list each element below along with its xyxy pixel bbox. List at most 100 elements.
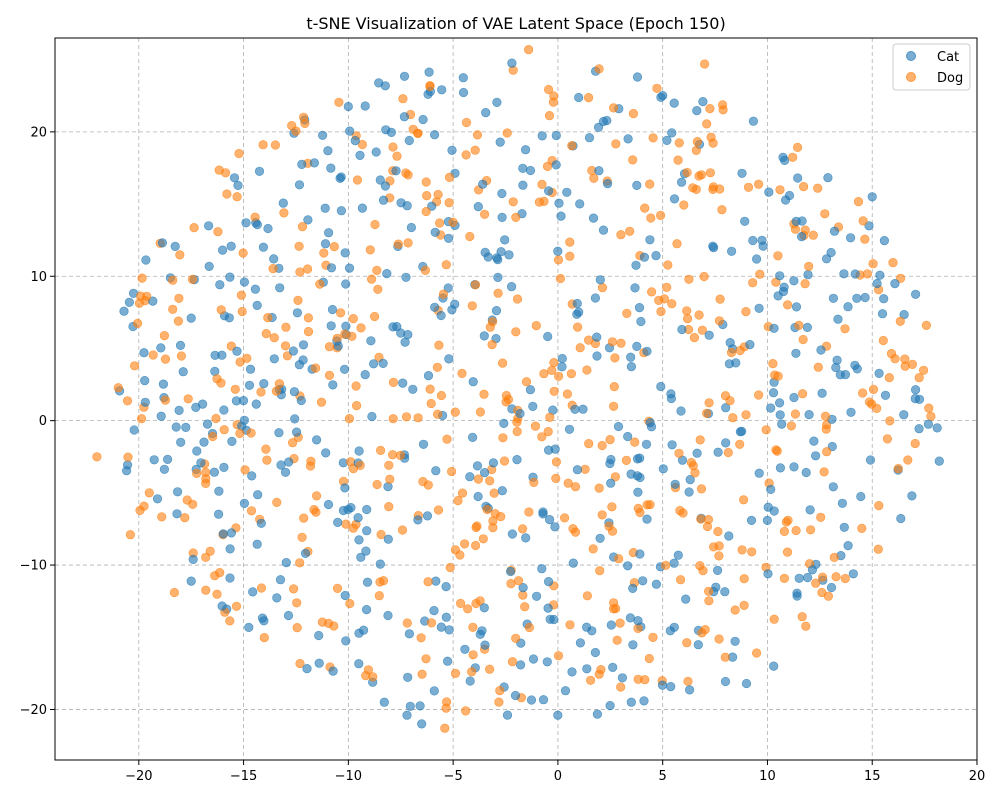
data-point-cat <box>666 681 676 692</box>
data-point-dog <box>753 390 764 400</box>
data-point-dog <box>306 456 316 466</box>
y-tick-label: 20 <box>30 125 47 140</box>
data-point-dog <box>597 510 607 520</box>
data-point-dog <box>214 165 224 175</box>
data-point-dog <box>673 155 683 165</box>
data-point-cat <box>361 546 371 556</box>
data-point-dog <box>820 209 830 219</box>
data-point-cat <box>741 678 752 689</box>
data-point-dog <box>352 175 363 185</box>
data-point-cat <box>300 548 311 559</box>
data-point-cat <box>323 499 334 510</box>
data-point-dog <box>398 94 408 104</box>
data-point-cat <box>441 581 451 592</box>
data-point-dog <box>648 133 658 143</box>
data-point-dog <box>708 138 718 148</box>
data-point-cat <box>623 134 633 144</box>
data-point-cat <box>399 71 410 81</box>
data-point-dog <box>607 337 618 347</box>
data-point-cat <box>899 410 909 420</box>
data-point-cat <box>880 390 891 400</box>
data-point-dog <box>258 140 268 150</box>
data-point-dog <box>886 349 897 359</box>
data-point-dog <box>423 480 433 490</box>
data-point-cat <box>314 658 324 668</box>
data-point-cat <box>357 203 368 213</box>
data-point-dog <box>133 318 143 329</box>
data-point-dog <box>695 435 705 445</box>
data-point-dog <box>640 203 650 213</box>
data-point-cat <box>378 195 389 205</box>
data-point-cat <box>572 465 583 475</box>
data-point-dog <box>496 511 506 522</box>
data-point-dog <box>537 432 547 442</box>
data-point-dog <box>699 271 709 282</box>
data-point-cat <box>713 447 723 457</box>
data-point-dog <box>421 654 431 664</box>
data-point-dog <box>594 483 604 493</box>
data-point-dog <box>893 464 903 474</box>
data-point-dog <box>582 591 593 601</box>
data-point-dog <box>580 464 590 474</box>
data-point-dog <box>288 438 298 448</box>
data-point-dog <box>173 316 183 326</box>
data-point-dog <box>461 150 471 160</box>
data-point-cat <box>623 561 633 571</box>
data-point-cat <box>791 348 801 358</box>
data-point-dog <box>817 572 828 582</box>
data-point-cat <box>253 490 263 500</box>
data-point-dog <box>370 219 380 230</box>
data-point-dog <box>872 403 882 414</box>
data-point-cat <box>289 387 300 397</box>
data-point-dog <box>895 316 905 326</box>
data-point-cat <box>497 188 507 199</box>
data-point-cat <box>430 227 440 237</box>
data-point-cat <box>340 248 350 258</box>
data-point-dog <box>674 138 684 148</box>
data-point-cat <box>801 467 811 478</box>
data-point-cat <box>241 218 251 228</box>
data-point-cat <box>354 446 364 456</box>
data-point-cat <box>581 622 592 632</box>
data-point-dog <box>605 435 615 445</box>
data-point-cat <box>231 396 241 406</box>
data-point-dog <box>219 425 229 435</box>
data-point-cat <box>521 533 531 543</box>
data-point-cat <box>173 487 183 497</box>
data-point-dog <box>895 273 906 283</box>
data-point-dog <box>625 226 635 236</box>
data-point-cat <box>864 221 874 231</box>
data-point-cat <box>408 384 418 394</box>
data-point-cat <box>362 577 373 587</box>
data-point-dog <box>739 600 749 611</box>
data-point-cat <box>422 511 433 521</box>
data-point-dog <box>384 460 394 470</box>
data-point-dog <box>356 323 366 333</box>
data-point-cat <box>802 322 813 333</box>
data-point-cat <box>119 306 129 316</box>
data-point-cat <box>796 232 807 242</box>
data-point-dog <box>782 547 793 557</box>
data-point-cat <box>537 564 547 574</box>
x-tick-label: 10 <box>759 769 776 784</box>
data-point-cat <box>626 362 637 372</box>
data-point-dog <box>918 365 929 375</box>
data-point-cat <box>630 283 640 293</box>
data-point-cat <box>807 565 818 575</box>
data-point-dog <box>821 424 831 434</box>
data-point-cat <box>186 313 196 323</box>
data-point-dog <box>779 573 790 584</box>
data-point-dog <box>565 251 575 261</box>
data-point-cat <box>613 421 624 432</box>
data-point-dog <box>708 184 718 194</box>
data-point-dog <box>720 652 730 662</box>
data-point-cat <box>320 203 330 213</box>
plot-frame <box>54 37 978 761</box>
data-point-cat <box>473 491 483 502</box>
data-point-dog <box>652 83 662 93</box>
data-point-cat <box>666 393 677 404</box>
data-point-dog <box>770 370 780 380</box>
data-point-dog <box>488 516 498 526</box>
data-point-cat <box>226 528 236 538</box>
data-point-dog <box>610 472 621 482</box>
